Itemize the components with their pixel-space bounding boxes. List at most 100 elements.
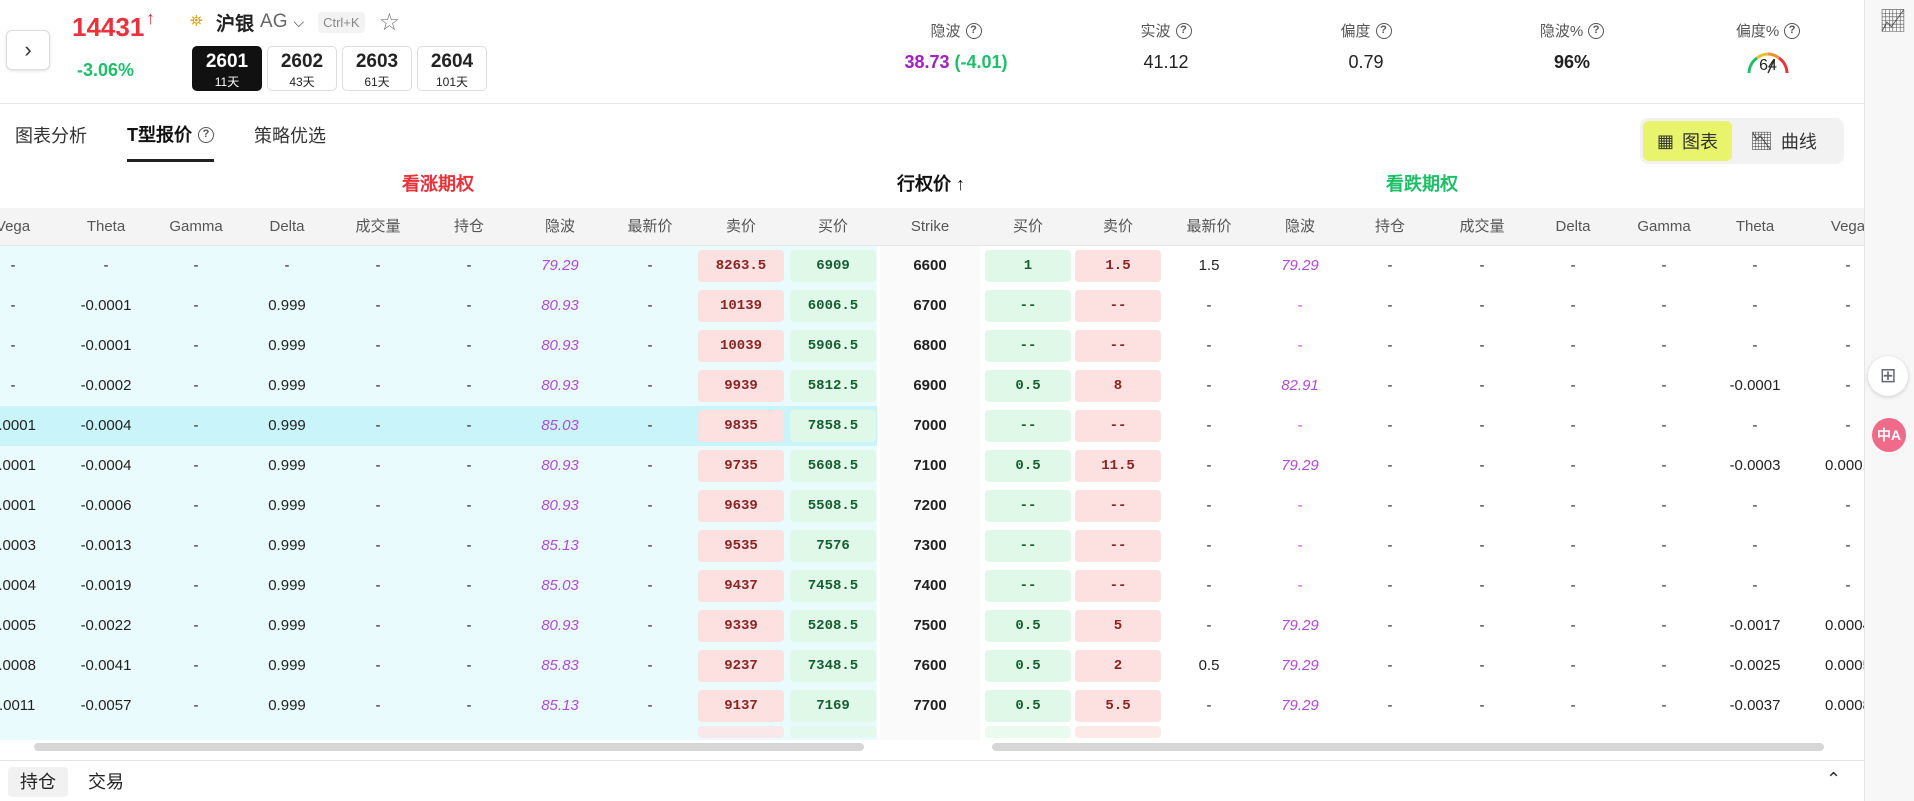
call-sell-price[interactable]: 10039 <box>698 330 784 362</box>
put-sell-price[interactable]: 1.5 <box>1075 250 1161 282</box>
help-icon[interactable]: ? <box>1175 22 1192 39</box>
put-sell-price[interactable]: -- <box>1075 570 1161 602</box>
put-buy-price[interactable]: 0.5 <box>985 690 1071 722</box>
view-table-label: 图表 <box>1682 132 1719 152</box>
call-sell-price[interactable]: 9237 <box>698 650 784 682</box>
call-sell-price[interactable]: 8263.5 <box>698 250 784 282</box>
table-row[interactable]: 0.0001-0.0004-0.999--85.03-98357858.5700… <box>0 406 1864 446</box>
table-row[interactable]: 0.0004-0.0019-0.999--85.03-94377458.5740… <box>0 566 1864 606</box>
help-icon[interactable]: ? <box>1375 22 1392 39</box>
put-sell-price[interactable]: -- <box>1075 410 1161 442</box>
call-scrollbar[interactable] <box>34 743 864 751</box>
translate-icon[interactable]: 中A <box>1872 418 1906 452</box>
put-sell-price[interactable]: -- <box>1075 290 1161 322</box>
put-sell-price[interactable]: 5.5 <box>1075 690 1161 722</box>
view-curve-button[interactable]: 📉︎ 曲线 <box>1736 121 1831 161</box>
contract-tab-2604[interactable]: 2604 101天 <box>417 46 487 91</box>
put-sell-price[interactable]: -- <box>1075 490 1161 522</box>
put-buy-price[interactable]: -- <box>985 410 1071 442</box>
put-buy-price[interactable]: -- <box>985 530 1071 562</box>
put-last: - <box>1206 377 1212 394</box>
call-sell-price[interactable] <box>698 726 784 738</box>
chevron-right-icon[interactable]: › <box>6 30 50 70</box>
view-table-button[interactable]: ▦ 图表 <box>1643 121 1733 161</box>
call-buy-price[interactable]: 7169 <box>790 690 876 722</box>
call-sell-price[interactable]: 9835 <box>698 410 784 442</box>
chart-icon[interactable]: 📈︎ <box>1879 8 1907 33</box>
call-buy-price[interactable]: 7458.5 <box>790 570 876 602</box>
put-scrollbar[interactable] <box>992 743 1824 751</box>
call-sell-price[interactable]: 9535 <box>698 530 784 562</box>
tab-t-quote[interactable]: T型报价? <box>127 110 214 162</box>
put-delta: - <box>1570 297 1576 314</box>
call-buy-price[interactable]: 5508.5 <box>790 490 876 522</box>
call-sell-price[interactable]: 9735 <box>698 450 784 482</box>
tab-strategy[interactable]: 策略优选 <box>254 110 326 162</box>
call-delta: 0.999 <box>268 697 306 714</box>
call-sell-price[interactable]: 9437 <box>698 570 784 602</box>
star-icon[interactable]: ☆ <box>378 8 401 36</box>
strike-group-title[interactable]: 行权价 ↑ <box>897 170 965 196</box>
put-sell-price[interactable] <box>1075 726 1161 738</box>
call-sell-price[interactable]: 9939 <box>698 370 784 402</box>
table-row[interactable]: 0.0003-0.0013-0.999--85.13-953575767300-… <box>0 526 1864 566</box>
put-buy-price[interactable] <box>985 726 1071 738</box>
put-buy-price[interactable]: -- <box>985 330 1071 362</box>
table-row[interactable]: - -0.0001-0.999- -80.93-10039 5906.5 6800 -- -… <box>0 326 1864 366</box>
put-sell-price[interactable]: -- <box>1075 530 1161 562</box>
call-buy-price[interactable] <box>790 726 876 738</box>
contract-tab-2602[interactable]: 2602 43天 <box>267 46 337 91</box>
put-buy-price[interactable]: 1 <box>985 250 1071 282</box>
call-sell-price[interactable]: 10139 <box>698 290 784 322</box>
help-icon[interactable]: ? <box>965 22 982 39</box>
table-row[interactable]: - -0.0002-0.999- -80.93-9939 5812.5 6900 0.5 8… <box>0 366 1864 406</box>
contract-tab-2603[interactable]: 2603 61天 <box>342 46 412 91</box>
call-buy-price[interactable]: 5906.5 <box>790 330 876 362</box>
put-sell-price[interactable]: -- <box>1075 330 1161 362</box>
apps-icon[interactable]: ⊞ <box>1868 356 1908 396</box>
put-buy-price[interactable]: -- <box>985 570 1071 602</box>
tab-trade[interactable]: 交易 <box>88 772 124 792</box>
chevron-down-icon[interactable]: ⌵ <box>293 13 305 30</box>
table-row[interactable]: 0.0001-0.0006-0.999--80.93-96395508.5720… <box>0 486 1864 526</box>
put-iv: 79.29 <box>1281 457 1319 474</box>
chevron-up-icon[interactable]: ⌃ <box>1826 769 1842 789</box>
put-sell-price[interactable]: 8 <box>1075 370 1161 402</box>
call-sell-price[interactable]: 9639 <box>698 490 784 522</box>
table-row[interactable]: 7800 <box>0 726 1864 740</box>
call-buy-price[interactable]: 6006.5 <box>790 290 876 322</box>
call-buy-price[interactable]: 7348.5 <box>790 650 876 682</box>
put-buy-price[interactable]: 0.5 <box>985 610 1071 642</box>
help-icon[interactable]: ? <box>198 126 214 143</box>
help-icon[interactable]: ? <box>1588 22 1605 39</box>
contract-tab-2601[interactable]: 2601 11天 <box>192 46 262 91</box>
put-sell-price[interactable]: 5 <box>1075 610 1161 642</box>
call-buy-price[interactable]: 5812.5 <box>790 370 876 402</box>
call-buy-price[interactable]: 7858.5 <box>790 410 876 442</box>
put-oi: - <box>1387 257 1393 274</box>
tab-chart-analysis[interactable]: 图表分析 <box>15 110 87 162</box>
put-buy-price[interactable]: 0.5 <box>985 370 1071 402</box>
call-buy-price[interactable]: 5608.5 <box>790 450 876 482</box>
product-selector[interactable]: ⛯ 沪银 AG ⌵ Ctrl+K ☆ <box>190 8 400 36</box>
call-sell-price[interactable]: 9137 <box>698 690 784 722</box>
table-row[interactable]: - - - - - -79.29-8263.5 6909 6600 1 1.5 1.5 79.29- -… <box>0 246 1864 286</box>
put-buy-price[interactable]: -- <box>985 490 1071 522</box>
call-theta: -0.0013 <box>80 537 132 554</box>
help-icon[interactable]: ? <box>1784 22 1801 39</box>
call-buy-price[interactable]: 7576 <box>790 530 876 562</box>
tab-positions[interactable]: 持仓 <box>8 767 68 797</box>
put-sell-price[interactable]: 11.5 <box>1075 450 1161 482</box>
put-buy-price[interactable]: 0.5 <box>985 650 1071 682</box>
call-buy-price[interactable]: 5208.5 <box>790 610 876 642</box>
put-buy-price[interactable]: -- <box>985 290 1071 322</box>
put-sell-price[interactable]: 2 <box>1075 650 1161 682</box>
put-buy-price[interactable]: 0.5 <box>985 450 1071 482</box>
call-buy-price[interactable]: 6909 <box>790 250 876 282</box>
call-sell-price[interactable]: 9339 <box>698 610 784 642</box>
table-row[interactable]: - -0.0001-0.999- -80.93-10139 6006.5 6700 -- -… <box>0 286 1864 326</box>
